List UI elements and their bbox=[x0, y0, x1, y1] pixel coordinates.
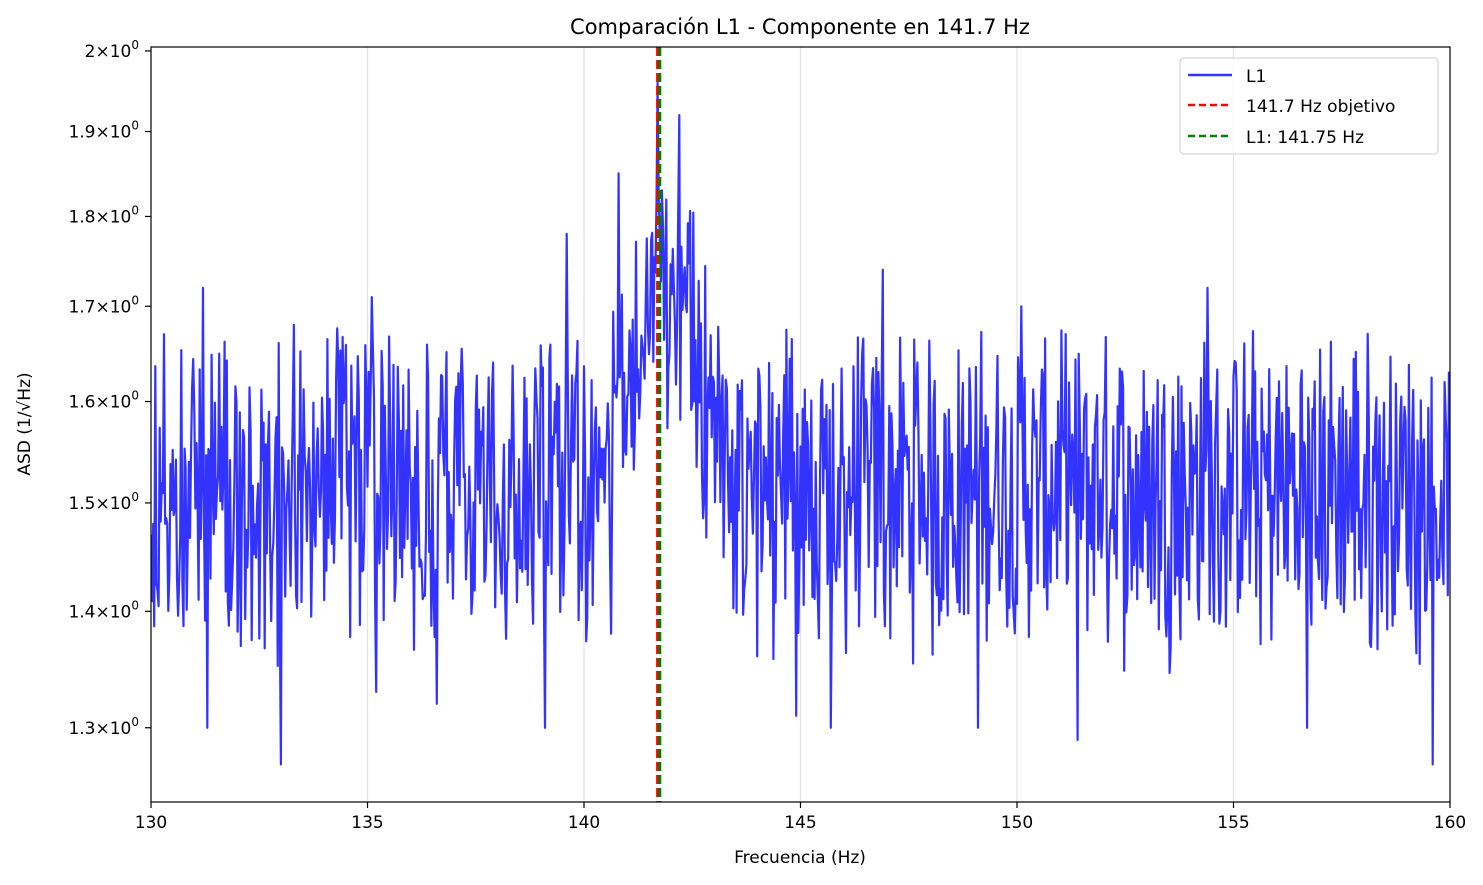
y-tick-label: 1.6×100 bbox=[68, 389, 139, 413]
chart-title: Comparación L1 - Componente en 141.7 Hz bbox=[570, 15, 1030, 39]
x-tick-label: 155 bbox=[1217, 813, 1249, 833]
x-tick-label: 140 bbox=[568, 813, 600, 833]
legend-label-target: 141.7 Hz objetivo bbox=[1246, 97, 1395, 117]
y-tick-label: 2×100 bbox=[85, 38, 139, 62]
y-axis: 1.3×100 1.4×100 1.5×100 1.6×100 1.7×100 1.8×1… bbox=[68, 38, 151, 739]
x-axis: 130 135 140 145 150 155 160 bbox=[135, 802, 1466, 833]
legend-label-l1: L1 bbox=[1246, 67, 1266, 87]
y-tick-label: 1.3×100 bbox=[68, 715, 139, 739]
x-axis-label: Frecuencia (Hz) bbox=[734, 848, 866, 868]
x-tick-label: 135 bbox=[351, 813, 383, 833]
series-layer bbox=[151, 81, 1450, 766]
vline-layer bbox=[656, 47, 662, 802]
x-tick-label: 145 bbox=[784, 813, 816, 833]
legend-box bbox=[1179, 57, 1439, 155]
y-tick-label: 1.4×100 bbox=[68, 598, 139, 622]
series-line-l1 bbox=[151, 81, 1450, 766]
x-tick-label: 160 bbox=[1434, 813, 1466, 833]
legend: L1 141.7 Hz objetivo L1: 141.75 Hz bbox=[1179, 57, 1439, 155]
y-tick-label: 1.7×100 bbox=[68, 293, 139, 317]
y-tick-label: 1.5×100 bbox=[68, 490, 139, 514]
y-axis-label: ASD (1/√Hz) bbox=[15, 372, 35, 475]
x-tick-label: 130 bbox=[135, 813, 167, 833]
x-tick-label: 150 bbox=[1001, 813, 1033, 833]
y-tick-label: 1.8×100 bbox=[68, 203, 139, 227]
legend-label-detected: L1: 141.75 Hz bbox=[1246, 128, 1364, 148]
y-tick-label: 1.9×100 bbox=[68, 119, 139, 143]
